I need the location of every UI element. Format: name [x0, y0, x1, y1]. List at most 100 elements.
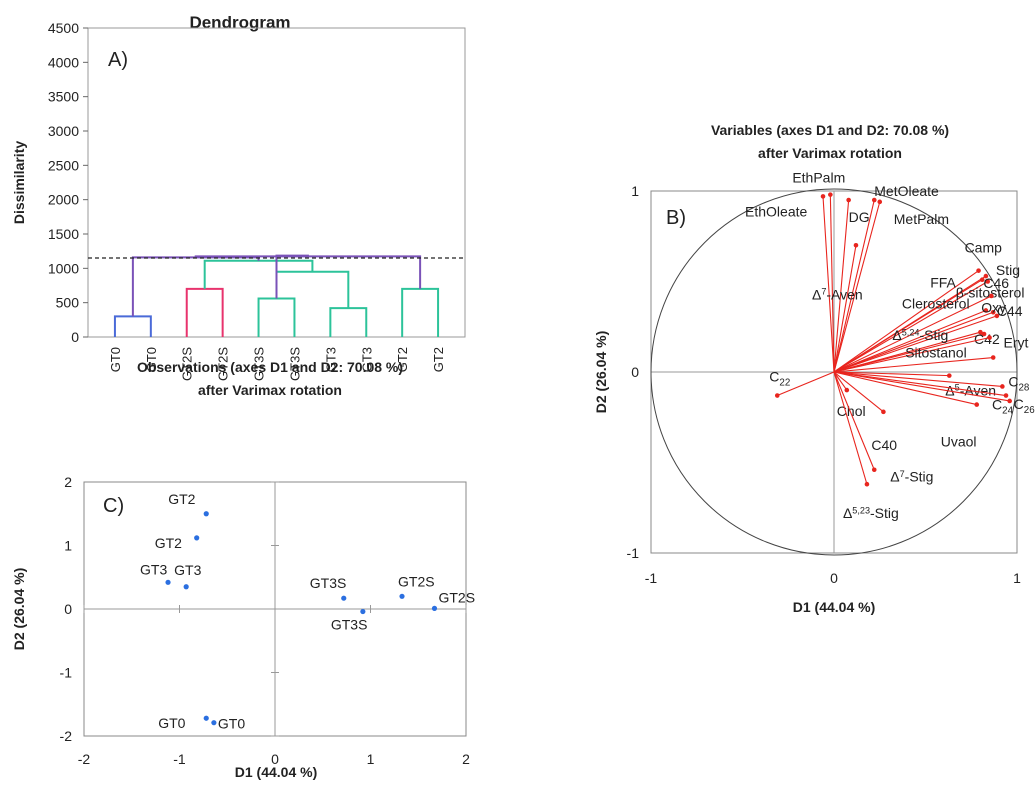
loading-vector: [777, 371, 835, 397]
leaf-label: GT0: [144, 347, 159, 372]
loading-point: [774, 393, 780, 398]
variable-label: C22: [769, 369, 790, 389]
variable-label: Eryt: [1004, 335, 1029, 351]
variable-label: Sitostanol: [905, 345, 966, 361]
loading-vector: [833, 371, 875, 470]
loading-point: [976, 268, 981, 273]
dendrogram-title: Dendrogram: [189, 13, 290, 32]
variables-subtitle: after Varimax rotation: [758, 145, 902, 161]
loading-point: [981, 331, 987, 337]
loading-point: [987, 335, 992, 340]
loading-point: [871, 197, 877, 203]
variable-label: Camp: [965, 240, 1003, 256]
dendrogram-branch: [275, 270, 350, 309]
leaf-label: GT2: [431, 347, 446, 372]
loading-point: [983, 308, 989, 313]
loading-point: [1003, 393, 1009, 398]
variable-label: FFA: [930, 275, 956, 291]
variable-label: EthOleate: [745, 203, 807, 219]
loading-point: [844, 387, 850, 393]
observation-label: GT3: [174, 562, 201, 578]
y-tick-label: -1: [60, 665, 73, 681]
loading-vector: [833, 371, 868, 485]
leaf-label: GT2S: [216, 347, 231, 381]
dendrogram-branch: [185, 287, 224, 337]
observation-point: [211, 720, 217, 726]
y-axis-label: D2 (26.04 %): [593, 331, 609, 413]
variable-label: DG: [849, 209, 870, 225]
correlation-circle: [650, 188, 1018, 556]
y-tick-label: 0: [64, 601, 72, 617]
variable-label: MetOleate: [874, 183, 939, 199]
variable-label: C24: [992, 397, 1014, 417]
panel-label-a: A): [108, 49, 128, 71]
variables-panel: Variables (axes D1 and D2: 70.08 %) after…: [593, 122, 1035, 615]
dendrogram-branch: [131, 256, 260, 317]
y-axis-label: Dissimilarity: [11, 141, 27, 224]
y-tick-label: 4000: [48, 54, 79, 70]
plot-frame: [87, 27, 466, 338]
variable-label: β-sitosterol: [956, 285, 1025, 301]
panel-label-c: C): [103, 495, 124, 517]
loading-point: [978, 329, 983, 335]
y-tick-label: 1: [631, 183, 639, 199]
loading-point: [846, 197, 851, 203]
observation-point: [183, 584, 189, 590]
x-tick-label: 1: [1013, 570, 1021, 586]
variable-label: EthPalm: [792, 170, 845, 186]
loading-point: [864, 481, 870, 487]
variable-label: Δ7-Aven: [812, 286, 863, 302]
x-axis-label: D1 (44.04 %): [793, 599, 875, 615]
dendrogram-branch: [113, 315, 152, 337]
leaf-label: GT3S: [252, 347, 267, 381]
y-tick-label: 3000: [48, 123, 79, 139]
observation-label: GT3: [140, 561, 167, 577]
x-tick-label: 1: [367, 751, 375, 767]
observation-point: [431, 605, 438, 611]
loading-point: [871, 467, 877, 473]
y-tick-label: 1: [64, 538, 72, 554]
variable-label: C44: [997, 303, 1023, 319]
dendrogram-branch: [203, 259, 314, 289]
loading-point: [946, 373, 952, 378]
loading-vector: [833, 199, 875, 373]
observation-label: GT3S: [331, 617, 368, 633]
variable-label: Δ5,23-Stig: [843, 505, 899, 521]
panel-label-b: B): [666, 207, 686, 229]
loading-vector: [833, 315, 998, 373]
observations-panel: Observations (axes D1 and D2: 70.08 %) af…: [11, 359, 475, 780]
dendrogram-branch: [401, 287, 440, 337]
loading-vector: [822, 196, 835, 373]
loading-point: [985, 279, 991, 284]
variable-label: MetPalm: [894, 211, 949, 227]
loading-vector: [833, 371, 1010, 402]
y-tick-label: 2000: [48, 192, 79, 208]
dendrogram-branch: [329, 307, 368, 337]
loading-point: [983, 273, 989, 279]
x-axis-label: D1 (44.04 %): [235, 764, 317, 780]
variable-label: Uvaol: [941, 434, 977, 450]
loading-vector: [833, 371, 977, 406]
loading-point: [990, 309, 996, 315]
variable-label: C46: [983, 275, 1009, 291]
x-tick-label: -1: [173, 751, 186, 767]
loading-vector: [833, 356, 994, 373]
x-tick-label: 2: [462, 751, 470, 767]
x-tick-label: -2: [78, 751, 91, 767]
loading-vector: [833, 279, 983, 373]
loading-vector: [833, 281, 988, 373]
observation-label: GT2S: [398, 573, 435, 589]
variable-label: Oxy: [981, 299, 1006, 315]
x-tick-label: 0: [830, 570, 838, 586]
observation-point: [203, 511, 209, 517]
loading-point: [820, 194, 826, 199]
observation-label: GT2S: [438, 589, 475, 605]
loading-point: [1007, 398, 1012, 404]
variable-label: Clerosterol: [902, 295, 970, 311]
observation-point: [360, 608, 366, 615]
y-tick-label: -2: [60, 728, 73, 744]
loading-vector: [833, 371, 950, 377]
leaf-label: GT2: [395, 347, 410, 372]
x-tick-label: 0: [271, 751, 279, 767]
loading-point: [1000, 384, 1005, 389]
